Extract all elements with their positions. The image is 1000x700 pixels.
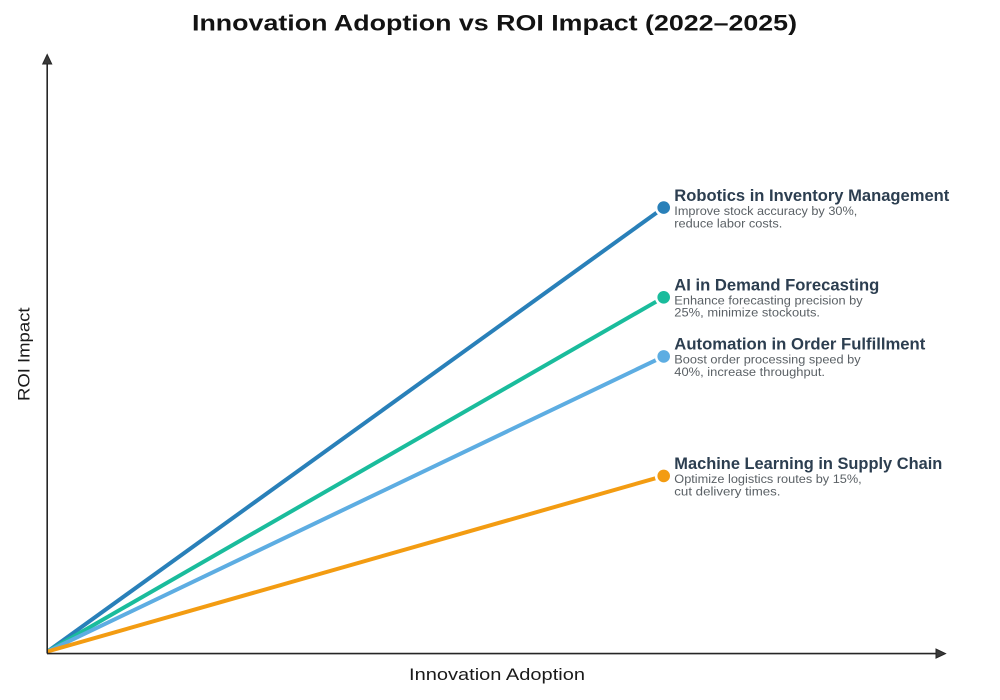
svg-text:AI in Demand Forecasting: AI in Demand Forecasting [674, 275, 879, 294]
svg-text:Machine Learning in Supply Cha: Machine Learning in Supply Chain [674, 454, 942, 473]
svg-text:Enhance forecasting precision: Enhance forecasting precision by [674, 293, 863, 307]
svg-text:Improve stock accuracy by 30%,: Improve stock accuracy by 30%, [674, 204, 857, 218]
svg-text:Innovation Adoption: Innovation Adoption [409, 665, 585, 684]
svg-text:Automation in Order Fulfillmen: Automation in Order Fulfillment [674, 335, 925, 354]
svg-text:Robotics in Inventory Manageme: Robotics in Inventory Management [674, 186, 949, 205]
svg-text:Innovation Adoption vs ROI Imp: Innovation Adoption vs ROI Impact (2022–… [192, 10, 797, 35]
svg-text:reduce labor costs.: reduce labor costs. [674, 216, 782, 230]
svg-text:Optimize logistics routes by 1: Optimize logistics routes by 15%, [674, 472, 861, 486]
svg-text:25%, minimize stockouts.: 25%, minimize stockouts. [674, 306, 820, 320]
svg-text:40%, increase throughput.: 40%, increase throughput. [674, 365, 825, 379]
svg-text:cut delivery times.: cut delivery times. [674, 484, 780, 498]
svg-text:Boost order processing speed b: Boost order processing speed by [674, 352, 861, 366]
svg-text:ROI Impact: ROI Impact [15, 307, 34, 401]
